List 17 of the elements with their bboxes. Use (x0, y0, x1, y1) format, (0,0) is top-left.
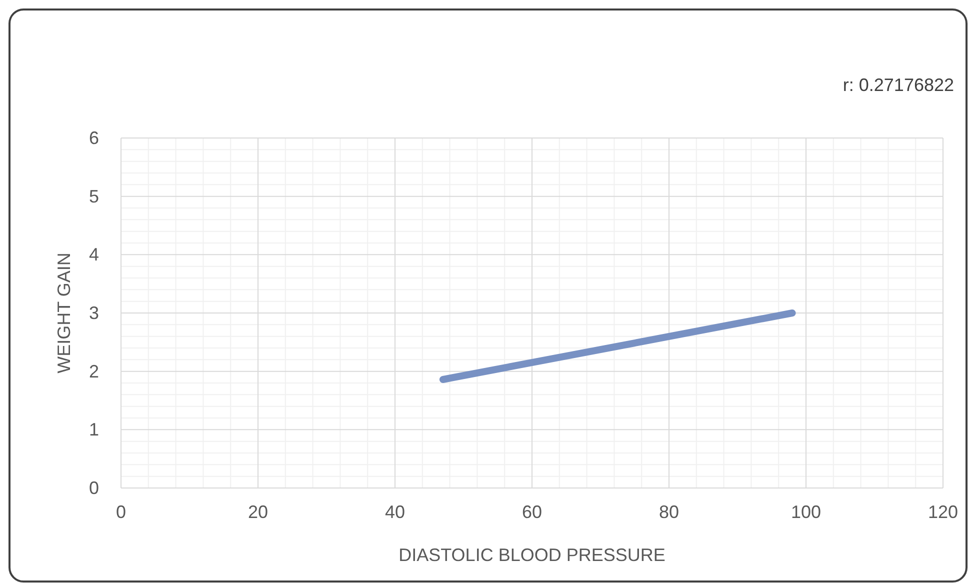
x-tick-label: 0 (116, 502, 126, 522)
y-tick-label: 4 (88, 244, 99, 265)
y-tick-label: 6 (88, 128, 99, 148)
x-tick-label: 20 (248, 502, 268, 522)
x-tick-label: 80 (658, 502, 680, 522)
x-tick-label: 120 (928, 502, 958, 522)
x-tick-label: 60 (522, 502, 542, 522)
y-tick-label: 5 (88, 186, 99, 206)
y-axis-title: WEIGHT GAIN (54, 252, 74, 374)
x-tick-label: 40 (384, 502, 406, 522)
x-tick-label: 100 (790, 502, 822, 522)
y-tick-label: 1 (88, 420, 99, 440)
y-tick-label: 0 (88, 478, 99, 498)
text: r: 0.27176822 (842, 75, 954, 95)
y-tick-label: 2 (88, 361, 99, 382)
y-tick-label: 3 (88, 303, 99, 323)
x-axis-title: DIASTOLIC BLOOD PRESSURE (398, 545, 666, 565)
